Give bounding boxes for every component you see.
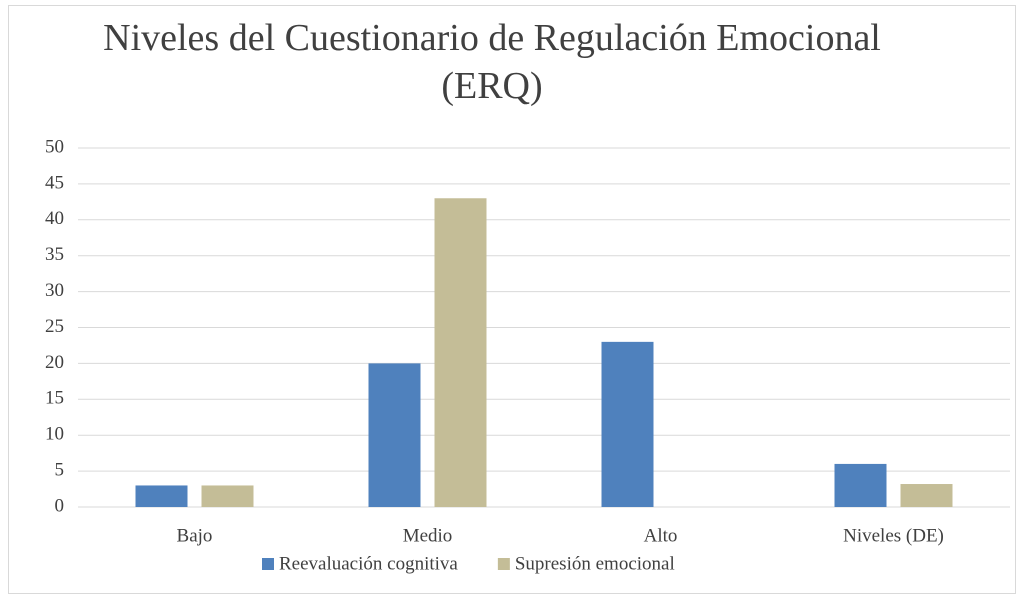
y-tick-label: 25 [45,316,64,337]
x-tick-label: Alto [644,525,678,546]
bar [900,484,953,507]
bar [601,341,654,507]
bar [434,198,487,507]
x-tick-label: Medio [403,525,453,546]
chart-frame [8,5,1016,594]
y-tick-label: 20 [45,352,64,373]
legend-swatch [497,558,510,570]
y-tick-label: 15 [45,388,64,409]
y-tick-label: 45 [45,172,64,193]
x-tick-label: Bajo [177,525,213,546]
legend-label: Supresión emocional [515,553,675,574]
y-tick-label: 50 [45,136,64,157]
y-tick-label: 40 [45,208,64,229]
bar [834,463,887,507]
y-tick-label: 30 [45,280,64,301]
bar [368,363,421,507]
y-tick-label: 0 [55,495,65,516]
x-tick-label: Niveles (DE) [843,525,944,546]
bar [201,485,254,507]
bar [135,485,188,507]
y-tick-label: 35 [45,244,64,265]
y-tick-label: 10 [45,424,64,445]
legend-label: Reevaluación cognitiva [279,553,458,574]
chart-title: Niveles del Cuestionario de Regulación E… [103,17,881,107]
legend-swatch [262,558,274,570]
y-tick-label: 5 [55,459,65,480]
